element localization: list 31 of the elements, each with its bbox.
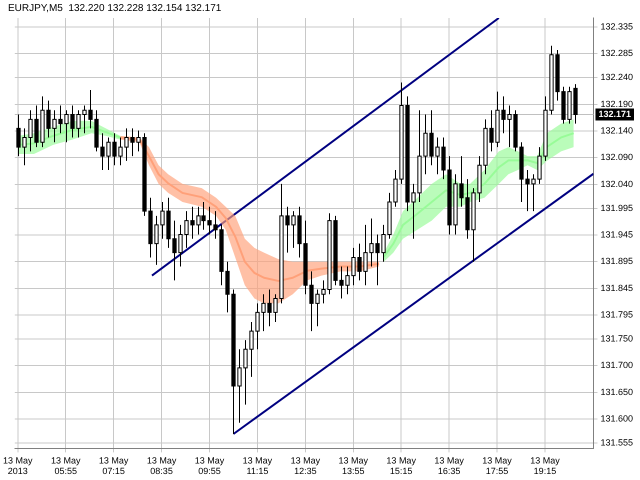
ref-line-label: 132.171: [598, 109, 632, 120]
y-tick-label: 131.895: [600, 256, 634, 266]
y-tick-label: 132.040: [600, 178, 634, 189]
x-tick-label: 13 May 15:15: [386, 455, 416, 476]
chart-title: EURJPY,M5 132.220 132.228 132.154 132.171: [8, 2, 222, 14]
x-tick-label: 13 May 11:15: [242, 455, 273, 476]
x-tick-label: 13 May 13:55: [338, 455, 369, 476]
y-tick-label: 131.650: [600, 386, 634, 397]
y-tick-label: 132.090: [600, 152, 634, 162]
x-tick-label: 13 May 09:55: [194, 455, 225, 476]
x-tick-label: 13 May 08:35: [146, 455, 177, 476]
x-tick-label: 13 May 19:15: [530, 455, 560, 476]
x-tick-label: 13 May 17:55: [482, 455, 512, 476]
x-tick-label: 13 May 05:55: [50, 455, 81, 476]
y-tick-label: 131.555: [600, 438, 634, 448]
y-tick-label: 132.335: [600, 22, 634, 32]
y-tick-label: 131.845: [600, 282, 634, 293]
y-tick-label: 131.750: [600, 334, 634, 344]
y-tick-label: 131.600: [600, 414, 634, 424]
y-tick-label: 131.795: [600, 310, 634, 320]
y-tick-label: 131.945: [600, 230, 634, 240]
y-tick-label: 131.700: [600, 360, 634, 370]
y-tick-label: 131.995: [600, 202, 634, 213]
x-tick-label: 13 May 2013: [3, 455, 34, 476]
y-tick-label: 132.140: [600, 126, 634, 136]
y-tick-label: 132.240: [600, 72, 634, 82]
x-tick-label: 13 May 12:35: [290, 455, 321, 476]
y-tick-label: 132.190: [600, 98, 634, 109]
y-tick-label: 132.285: [600, 48, 634, 58]
x-tick-label: 13 May 16:35: [434, 455, 464, 476]
x-tick-label: 13 May 07:15: [98, 455, 129, 476]
